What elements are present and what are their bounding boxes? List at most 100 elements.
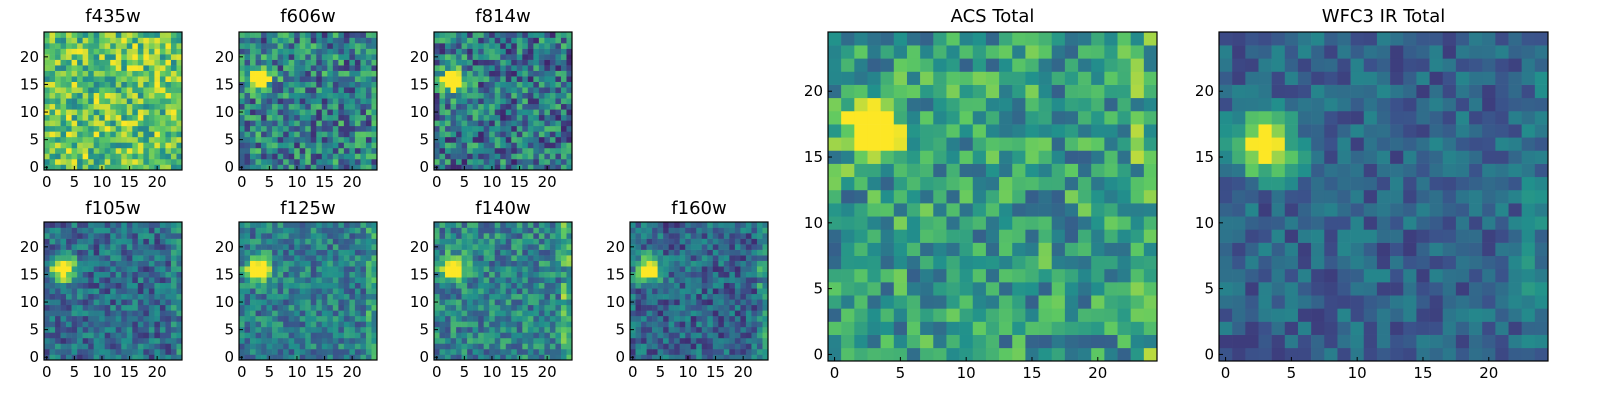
heatmap-cell	[255, 131, 262, 138]
heatmap-cell	[115, 98, 122, 105]
heatmap-cell	[283, 65, 289, 71]
heatmap-cell	[920, 150, 934, 164]
heatmap-cell	[327, 43, 334, 49]
heatmap-cell	[756, 255, 763, 261]
heatmap-cell	[456, 37, 462, 44]
heatmap-cell	[261, 310, 267, 317]
heatmap-cell	[566, 304, 573, 311]
heatmap-cell	[828, 255, 842, 270]
heatmap-cell	[99, 266, 106, 272]
heatmap-cell	[999, 216, 1013, 230]
heatmap-cell	[165, 103, 172, 110]
heatmap-cell	[478, 315, 484, 322]
heatmap-cell	[99, 304, 106, 311]
heatmap-cell	[718, 299, 725, 306]
plot-frame	[43, 31, 183, 171]
heatmap-cell	[985, 242, 1000, 257]
heatmap-cell	[657, 304, 664, 311]
heatmap-cell	[906, 124, 921, 138]
heatmap-cell	[663, 293, 669, 300]
heatmap-cell	[266, 98, 273, 105]
heatmap-cell	[338, 233, 345, 239]
heatmap-cell	[489, 92, 496, 99]
heatmap-cell	[668, 271, 675, 278]
heatmap-cell	[478, 142, 484, 149]
y-tick-label: 5	[419, 321, 429, 339]
heatmap-cell	[305, 282, 312, 289]
heatmap-cell	[566, 92, 573, 99]
heatmap-cell	[544, 293, 551, 300]
heatmap-cell	[489, 321, 496, 328]
heatmap-cell	[538, 337, 545, 344]
heatmap-cell	[478, 43, 484, 49]
heatmap-cell	[239, 92, 245, 99]
heatmap-cell	[371, 131, 378, 138]
heatmap-cell	[354, 92, 361, 99]
heatmap-cell	[972, 176, 987, 191]
heatmap-cell	[450, 54, 457, 60]
heatmap-cell	[44, 227, 50, 234]
heatmap-cell	[867, 189, 881, 204]
heatmap-cell	[165, 222, 172, 228]
heatmap-cell	[283, 271, 289, 278]
heatmap-cell	[148, 288, 155, 295]
heatmap-cell	[668, 348, 675, 355]
heatmap-cell	[456, 271, 462, 278]
heatmap-cell	[641, 255, 647, 261]
heatmap-cell	[527, 244, 534, 250]
heatmap-cell	[110, 282, 117, 289]
heatmap-cell	[115, 136, 122, 143]
heatmap-cell	[674, 332, 680, 339]
heatmap-cell	[652, 332, 658, 339]
heatmap-cell	[354, 337, 361, 344]
heatmap-cell	[250, 277, 256, 284]
heatmap-cell	[165, 310, 172, 317]
heatmap-cell	[511, 43, 518, 49]
heatmap-cell	[305, 288, 312, 295]
heatmap-cell	[762, 260, 769, 267]
heatmap-cell	[674, 315, 680, 322]
heatmap-cell	[472, 310, 479, 317]
heatmap-cell	[439, 43, 446, 49]
heatmap-cell	[148, 147, 155, 154]
heatmap-cell	[723, 238, 730, 245]
heatmap-cell	[143, 98, 150, 105]
heatmap-cell	[538, 332, 545, 339]
heatmap-cell	[305, 354, 312, 361]
heatmap-cell	[828, 347, 842, 362]
heatmap-cell	[511, 103, 518, 110]
heatmap-cell	[93, 81, 100, 88]
heatmap-cell	[946, 242, 960, 257]
heatmap-cell	[555, 326, 562, 333]
heatmap-cell	[104, 326, 111, 333]
heatmap-cell	[360, 164, 367, 171]
heatmap-cell	[239, 343, 245, 350]
heatmap-cell	[132, 70, 139, 77]
heatmap-cell	[294, 277, 301, 284]
heatmap-cell	[489, 54, 496, 60]
heatmap-cell	[489, 244, 496, 250]
heatmap-cell	[696, 255, 703, 261]
heatmap-cell	[500, 32, 507, 38]
heatmap-cell	[685, 332, 692, 339]
heatmap-cell	[946, 282, 960, 296]
heatmap-cell	[549, 147, 556, 154]
heatmap-cell	[456, 76, 462, 82]
heatmap-cell	[511, 255, 518, 261]
heatmap-cell	[360, 326, 367, 333]
heatmap-cell	[71, 81, 78, 88]
heatmap-cell	[294, 98, 301, 105]
heatmap-cell	[920, 203, 934, 217]
heatmap-cell	[283, 59, 289, 66]
heatmap-cell	[154, 87, 161, 94]
heatmap-cell	[450, 233, 457, 239]
heatmap-cell	[88, 271, 94, 278]
heatmap-cell	[478, 136, 484, 143]
heatmap-cell	[533, 142, 540, 149]
heatmap-cell	[679, 332, 686, 339]
heatmap-cell	[250, 238, 256, 245]
heatmap-cell	[635, 249, 642, 256]
heatmap-cell	[148, 222, 155, 228]
heatmap-cell	[277, 76, 284, 82]
heatmap-cell	[250, 337, 256, 344]
